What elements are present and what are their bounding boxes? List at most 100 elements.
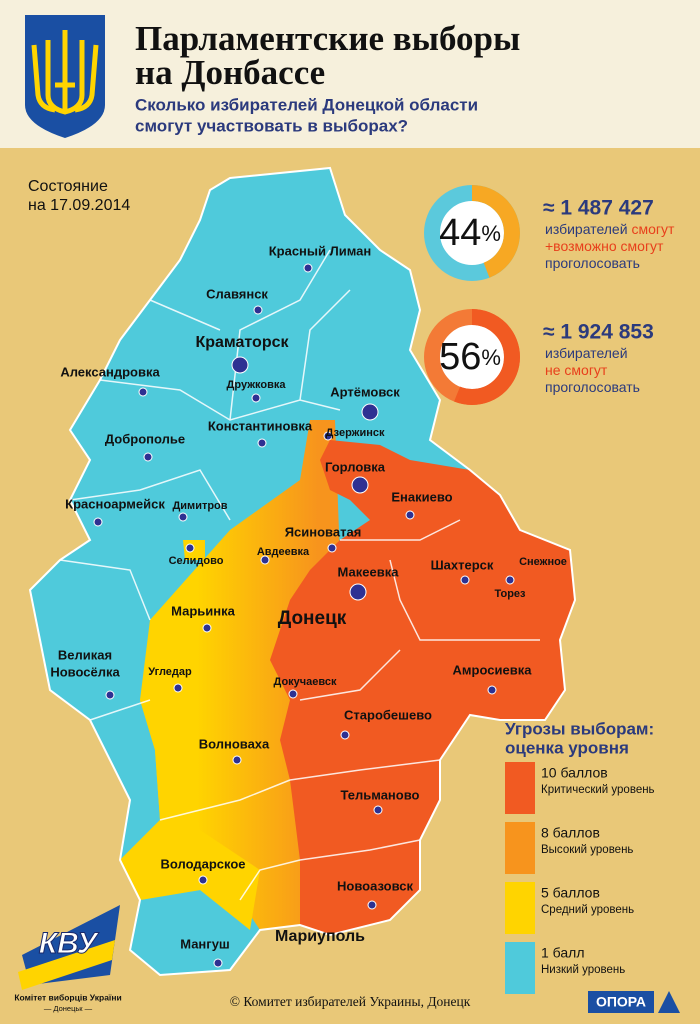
copyright: © Комитет избирателей Украины, Донецк xyxy=(230,994,471,1009)
city-label: Ясиноватая xyxy=(285,524,362,539)
legend-title: оценка уровня xyxy=(505,738,629,757)
city-label: Доброполье xyxy=(105,431,185,446)
description-part: смогут xyxy=(631,221,675,237)
legend-title: Угрозы выборам: xyxy=(505,719,654,738)
city-label: Краматорск xyxy=(195,334,289,351)
city-marker xyxy=(198,875,208,885)
city-label: Красноармейск xyxy=(65,496,165,511)
logo-text: КВУ xyxy=(39,927,100,960)
city-marker xyxy=(487,685,497,695)
city-label: Амросиевка xyxy=(453,662,533,677)
city-label: Артёмовск xyxy=(330,384,400,399)
city-label: Селидово xyxy=(169,555,224,567)
city-label: Новоазовск xyxy=(337,878,413,893)
city-label: Великая xyxy=(58,647,112,662)
city-label: Мариуполь xyxy=(275,928,365,945)
city-label: Димитров xyxy=(172,500,227,512)
org-name: Комітет виборців України xyxy=(14,992,121,1002)
city-label: Торез xyxy=(494,588,526,600)
city-marker xyxy=(367,900,377,910)
percent-value: 56 xyxy=(439,336,481,378)
legend-description: Низкий уровень xyxy=(541,964,625,976)
description-part: +возможно смогут xyxy=(545,238,664,254)
title: Парламентские выборы xyxy=(135,19,520,58)
description-part: избирателей xyxy=(545,345,628,361)
emblem xyxy=(25,15,105,138)
city-label: Мангуш xyxy=(180,936,230,951)
city-marker xyxy=(303,263,313,273)
city-label: Угледар xyxy=(148,666,192,678)
city-marker xyxy=(340,730,350,740)
city-label: Волноваха xyxy=(199,736,270,751)
voter-count: ≈ 1 487 427 xyxy=(543,197,654,220)
city-marker xyxy=(232,755,242,765)
opora-text: ОПОРА xyxy=(596,994,646,1010)
legend-swatch xyxy=(505,882,535,934)
donut-arc xyxy=(424,309,520,405)
city-label: Шахтерск xyxy=(431,557,494,572)
city-marker xyxy=(349,583,367,601)
status: на 17.09.2014 xyxy=(28,197,130,214)
percent-unit: % xyxy=(481,221,501,246)
voter-count: ≈ 1 924 853 xyxy=(543,321,654,344)
city-marker xyxy=(178,512,188,522)
city-label: Докучаевск xyxy=(273,676,337,688)
city-marker xyxy=(253,305,263,315)
description-part: проголосовать xyxy=(545,255,640,271)
donut-label: 44% xyxy=(439,212,501,254)
cities: Красный Лиман Славянск Краматорск Дружковка… xyxy=(50,243,567,968)
description: проголосовать xyxy=(545,379,640,395)
city-marker xyxy=(405,510,415,520)
city-marker xyxy=(105,690,115,700)
city-marker xyxy=(251,393,261,403)
city-marker xyxy=(93,517,103,527)
city-label: Горловка xyxy=(325,459,386,474)
city-marker xyxy=(257,438,267,448)
city-label: Дружковка xyxy=(227,379,287,391)
donut-label: 56% xyxy=(439,336,501,378)
description: избирателей xyxy=(545,345,628,361)
city-marker xyxy=(260,555,270,565)
legend-label: 8 баллов xyxy=(541,825,600,841)
city-marker xyxy=(173,683,183,693)
city-marker xyxy=(213,958,223,968)
percent-value: 44 xyxy=(439,212,481,254)
city-label: Авдеевка xyxy=(257,546,310,558)
city-label: Славянск xyxy=(206,286,268,301)
region-medium xyxy=(120,620,260,930)
city-marker xyxy=(373,805,383,815)
kvu-logo: КВУ Комітет виборців України — Донецьк — xyxy=(14,905,122,1013)
city-label: Снежное xyxy=(519,556,567,568)
city-marker xyxy=(143,452,153,462)
city-marker xyxy=(138,387,148,397)
city-label: Донецк xyxy=(278,608,347,629)
legend-label: 10 баллов xyxy=(541,765,608,781)
title: на Донбассе xyxy=(135,53,325,92)
description-part: избирателей xyxy=(545,221,631,237)
description-part: проголосовать xyxy=(545,379,640,395)
city-label: Дзержинск xyxy=(326,427,385,439)
description: +возможно смогут xyxy=(545,238,664,254)
description: избирателей смогут xyxy=(545,221,675,237)
description-part: не смогут xyxy=(545,362,608,378)
city-marker xyxy=(505,575,515,585)
legend-swatch xyxy=(505,942,535,994)
city-label: Енакиево xyxy=(391,489,452,504)
org-city: — Донецьк — xyxy=(44,1004,93,1013)
percent-unit: % xyxy=(481,345,501,370)
legend: Угрозы выборам: оценка уровня 10 баллов К… xyxy=(505,719,655,994)
city-label: Марьинка xyxy=(171,603,236,618)
subtitle: Сколько избирателей Донецкой области xyxy=(135,95,478,114)
city-label: Красный Лиман xyxy=(269,243,372,258)
legend-description: Критический уровень xyxy=(541,784,655,796)
city-label: Тельманово xyxy=(340,787,419,802)
city-label: Александровка xyxy=(60,364,160,379)
city-marker xyxy=(351,476,369,494)
city-marker xyxy=(327,543,337,553)
legend-swatch xyxy=(505,822,535,874)
opora-logo: ОПОРА xyxy=(588,991,680,1013)
city-marker xyxy=(185,543,195,553)
legend-label: 1 балл xyxy=(541,945,585,961)
